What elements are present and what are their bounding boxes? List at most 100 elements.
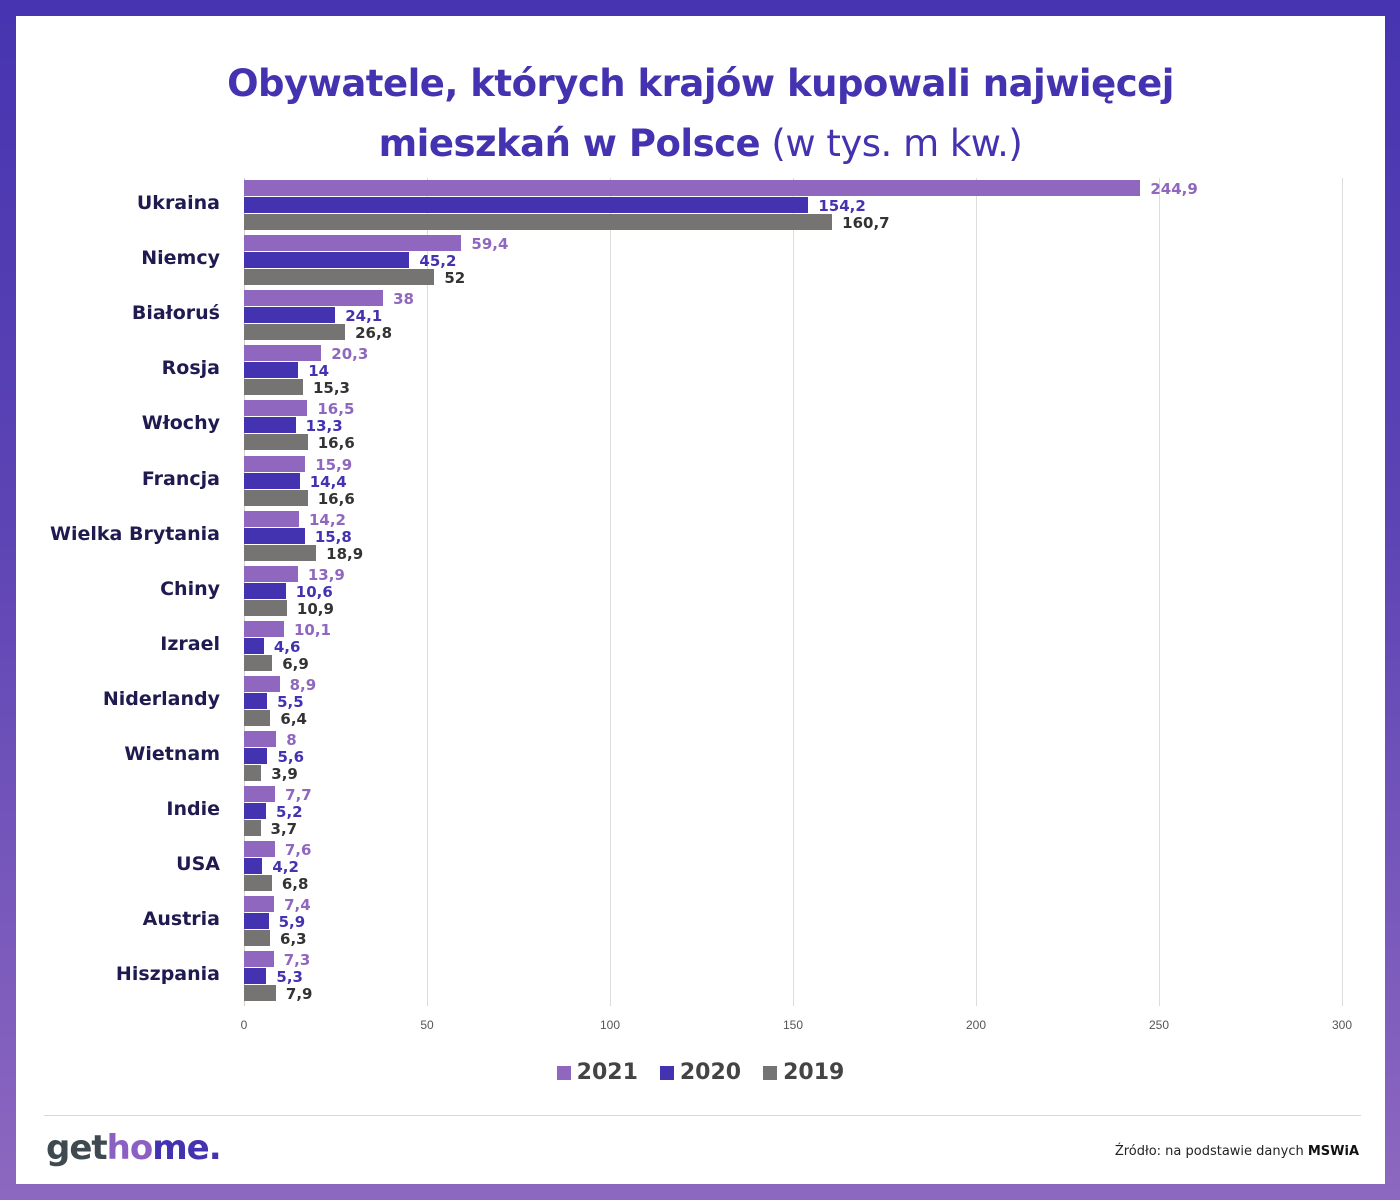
value-label: 10,1 (293, 620, 331, 639)
footer-divider (44, 1115, 1361, 1116)
bar-2021 (244, 400, 308, 417)
value-label: 38 (393, 290, 414, 309)
value-label: 13,9 (307, 565, 345, 584)
title-line-2-bold: mieszkań w Polsce (378, 122, 761, 165)
bar-2019 (244, 544, 317, 561)
bar-2019 (244, 985, 276, 1002)
value-label: 154,2 (818, 197, 866, 215)
value-label: 14,4 (309, 472, 347, 491)
value-label: 6,8 (281, 875, 309, 894)
value-label: 5,6 (277, 748, 305, 766)
bar-2021 (244, 675, 280, 692)
value-label: 7,9 (285, 985, 313, 1004)
value-label: 10,9 (296, 599, 334, 618)
value-label: 26,8 (355, 324, 393, 343)
value-label: 10,6 (295, 582, 333, 601)
value-label: 24,1 (345, 307, 383, 326)
value-label: 3,9 (271, 765, 298, 783)
title-line-2: mieszkań w Polsce (w tys. m kw.) (16, 114, 1385, 174)
category-label: Wietnam (124, 743, 220, 765)
gridline (427, 178, 428, 1006)
value-label: 6,4 (280, 709, 307, 728)
bar-2021 (244, 180, 1141, 196)
bar-2021 (244, 786, 276, 803)
value-label: 16,6 (317, 434, 355, 453)
bar-2020 (244, 637, 264, 654)
bar-2021 (244, 731, 277, 747)
bar-2020 (244, 307, 336, 324)
value-label: 52 (444, 269, 466, 288)
x-tick-label: 50 (420, 1018, 434, 1032)
bar-2019 (244, 489, 308, 506)
legend-swatch-icon (659, 1065, 674, 1080)
legend-label: 2019 (783, 1060, 845, 1085)
value-label: 5,5 (277, 692, 304, 711)
category-label: Austria (142, 908, 220, 931)
category-label: Wielka Brytania (50, 522, 220, 545)
value-label: 45,2 (419, 252, 457, 271)
value-label: 18,9 (326, 544, 364, 563)
gridline (976, 178, 977, 1006)
bar-2021 (244, 841, 275, 858)
bar-2019 (244, 269, 435, 286)
value-label: 244,9 (1150, 180, 1198, 198)
value-label: 7,4 (284, 896, 311, 915)
bar-2019 (244, 379, 303, 396)
bar-2019 (244, 654, 273, 671)
source-prefix: Źródło: na podstawie danych (1114, 1144, 1308, 1159)
value-label: 7,3 (283, 951, 311, 970)
source-note: Źródło: na podstawie danych MSWiA (1115, 1144, 1359, 1159)
chart-card: Obywatele, których krajów kupowali najwi… (16, 16, 1385, 1184)
bar-2019 (244, 930, 271, 947)
value-label: 59,4 (471, 235, 509, 254)
value-label: 7,7 (285, 786, 312, 805)
value-label: 5,9 (278, 913, 306, 932)
category-label: Chiny (160, 577, 220, 600)
category-label: Niemcy (141, 247, 220, 270)
value-label: 20,3 (331, 345, 369, 364)
bar-2021 (244, 455, 306, 472)
x-tick-label: 300 (1331, 1018, 1353, 1032)
x-tick-label: 200 (965, 1018, 987, 1032)
source-name: MSWiA (1307, 1144, 1359, 1159)
title-line-1: Obywatele, których krajów kupowali najwi… (227, 62, 1174, 105)
logo-get: get (46, 1128, 108, 1168)
category-label: USA (176, 853, 220, 876)
bar-2019 (244, 709, 271, 726)
value-label: 15,9 (315, 455, 353, 474)
bar-2020 (244, 362, 299, 379)
value-label: 5,3 (276, 968, 303, 987)
value-label: 14,2 (308, 510, 346, 529)
bar-2019 (244, 599, 287, 616)
gridline (1159, 178, 1160, 1006)
legend-item-2020: 2020 (659, 1060, 741, 1085)
plot-area: 0 50 100 150 200 250 300 Ukraina 244,9 154,2 160,7… (50, 178, 1352, 1032)
legend-swatch-icon (763, 1065, 778, 1080)
logo-ho: ho (106, 1128, 154, 1168)
legend-item-2019: 2019 (763, 1060, 844, 1085)
category-label: Włochy (141, 412, 220, 435)
bar-2021 (244, 896, 275, 913)
value-label: 8 (286, 731, 297, 749)
bar-2020 (244, 803, 267, 820)
value-label: 4,6 (273, 637, 301, 656)
value-label: 15,3 (312, 379, 350, 398)
bar-2019 (244, 765, 262, 781)
category-label: Francja (141, 467, 220, 490)
bar-2021 (244, 290, 384, 307)
category-label: Izrael (160, 632, 220, 655)
logo-me: me. (152, 1128, 221, 1168)
category-label: Rosja (161, 357, 220, 380)
bar-2020 (244, 527, 305, 544)
legend-item-2021: 2021 (556, 1060, 638, 1085)
value-label: 13,3 (305, 417, 343, 436)
x-tick-label: 250 (1148, 1018, 1170, 1032)
chart-title: Obywatele, których krajów kupowali najwi… (16, 54, 1385, 174)
chart-legend: 2021 2020 2019 (16, 1060, 1385, 1085)
value-label: 3,7 (270, 820, 298, 839)
bar-2019 (244, 434, 308, 451)
bar-2021 (244, 951, 274, 968)
bar-2020 (244, 472, 300, 489)
title-unit: (w tys. m kw.) (760, 122, 1023, 165)
bar-2020 (244, 417, 296, 434)
